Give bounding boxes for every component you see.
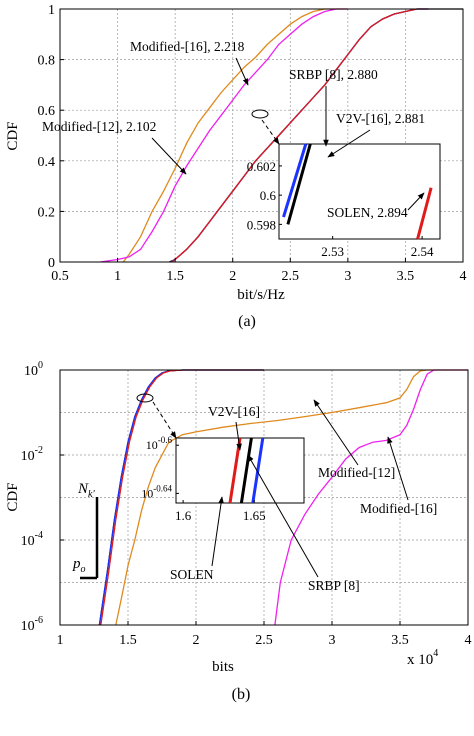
- y-tick-label: 10-4: [21, 530, 43, 549]
- arrow-modified-12-b: [313, 399, 359, 466]
- inset-ticks-b: 1.6 1.65 10-0.6 10-0.64: [141, 435, 265, 523]
- arrow-solen-a: [407, 192, 425, 211]
- arrow-modified-16-b: [387, 436, 409, 501]
- label-v2v-b: V2V-[16]: [208, 404, 260, 419]
- x-tick-label: 1: [57, 633, 64, 648]
- inset-x-tick-label: 2.54: [411, 244, 434, 259]
- series-line-orange: [122, 8, 348, 263]
- label-nk: Nk': [77, 481, 95, 500]
- x-tick-label: 2.5: [255, 633, 273, 648]
- x-multiplier-base: x 10: [407, 652, 433, 668]
- inset-y-tick-label: 0.598: [247, 217, 276, 232]
- label-srbp-a: SRBP [8], 2.880: [289, 67, 378, 82]
- x-tick-label: 4: [460, 269, 467, 284]
- x-axis-label-a: bit/s/Hz: [237, 287, 285, 303]
- inset-ticks-a: 2.53 2.54 0.598 0.6 0.602: [247, 159, 434, 259]
- y-tick-label: 10-2: [21, 445, 43, 464]
- inset-series-group-a: [282, 143, 433, 240]
- arrow-solen-b: [211, 496, 224, 567]
- x-tick-label: 3.5: [391, 633, 409, 648]
- label-modified-12-a: Modified-[12], 2.102: [42, 119, 156, 134]
- inset-series-line-red: [416, 187, 433, 240]
- label-srbp-b: SRBP [8]: [308, 578, 360, 593]
- label-solen-b: SOLEN: [170, 567, 214, 582]
- inset-series-line-blue: [251, 437, 265, 504]
- inset-series-line-blue: [282, 143, 308, 218]
- series-line-magenta: [100, 8, 348, 263]
- label-solen-a: SOLEN, 2.894: [327, 205, 408, 220]
- y-tick-label: 1: [48, 3, 55, 18]
- series-line-magenta: [274, 369, 468, 626]
- label-nk-sub: k': [88, 489, 95, 500]
- inset-y-tick-label: 10-0.6: [146, 435, 173, 452]
- inset-frame-a: [278, 143, 441, 240]
- label-modified-16-a: Modified-[16], 2.218: [130, 39, 245, 54]
- x-tick-label: 1.5: [166, 269, 184, 284]
- label-nk-main: N: [77, 481, 89, 497]
- x-tick-label: 0.5: [51, 269, 69, 284]
- inset-x-tick-label: 2.53: [321, 244, 344, 259]
- label-po-sub: o: [81, 564, 86, 575]
- arrow-srbp-b: [247, 454, 319, 578]
- y-tick-label: 0.2: [38, 205, 56, 220]
- ticks-b: 1 1.5 2 2.5 3 3.5 4 100 10-2 10-4 10-6: [21, 360, 472, 648]
- series-group-a: [100, 8, 463, 263]
- x-tick-label: 3.5: [397, 269, 415, 284]
- panel-label-a: (a): [238, 313, 256, 330]
- ticks-a: 0.5 1 1.5 2 2.5 3 3.5 400.20.40.60.81: [38, 3, 467, 284]
- panel-a: 0.5 1 1.5 2 2.5 3 3.5 400.20.40.60.81 bit/s/Hz …: [5, 3, 467, 330]
- inset-y-tick-label: 0.6: [260, 188, 277, 203]
- zoom-marker-b: [136, 393, 154, 403]
- y-tick-label: 0.4: [38, 155, 56, 170]
- y-tick-label: 0.8: [38, 54, 56, 69]
- inset-a: 2.53 2.54 0.598 0.6 0.602: [247, 143, 441, 259]
- y-axis-label-a: CDF: [5, 121, 21, 150]
- arrow-v2v-b: [235, 421, 242, 451]
- plot-frame-a: [59, 8, 464, 263]
- grid-b: [60, 370, 468, 625]
- inset-series-line-black: [239, 437, 253, 504]
- label-modified-12-b: Modified-[12]: [318, 465, 395, 480]
- inset-series-line-black: [286, 143, 312, 225]
- label-po: po: [72, 556, 86, 575]
- series-line-red: [171, 8, 429, 263]
- inset-x-tick-label: 1.6: [175, 508, 192, 523]
- inset-y-tick-label: 0.602: [247, 159, 276, 174]
- x-tick-label: 2: [193, 633, 200, 648]
- y-tick-label: 10-6: [21, 615, 43, 634]
- label-po-main: p: [72, 556, 81, 572]
- y-axis-label-b: CDF: [5, 482, 21, 511]
- x-multiplier-b: x 104: [407, 648, 438, 668]
- series-line-orange: [115, 369, 468, 626]
- y-tick-label: 0.6: [38, 104, 56, 119]
- label-modified-16-b: Modified-[16]: [360, 501, 437, 516]
- arrow-v2v-a: [327, 129, 371, 158]
- x-tick-label: 2.5: [282, 269, 300, 284]
- label-v2v-a: V2V-[16], 2.881: [336, 111, 425, 126]
- arrow-modified-16-a: [235, 57, 249, 86]
- x-tick-label: 3: [344, 269, 351, 284]
- x-axis-label-b: bits: [212, 659, 234, 675]
- x-tick-label: 4: [465, 633, 472, 648]
- y-tick-label: 0: [48, 256, 55, 271]
- arrow-modified-12-a: [151, 137, 187, 175]
- y-tick-label: 100: [24, 360, 43, 379]
- x-tick-label: 1: [114, 269, 121, 284]
- x-tick-label: 2: [229, 269, 236, 284]
- inset-x-tick-label: 1.65: [243, 508, 266, 523]
- panel-label-b: (b): [232, 686, 251, 703]
- zoom-arrow-b: [152, 401, 177, 439]
- x-tick-label: 1.5: [119, 633, 137, 648]
- zoom-arrow-a: [261, 119, 280, 145]
- x-tick-label: 3: [329, 633, 336, 648]
- zoom-marker-a: [251, 109, 269, 119]
- x-multiplier-exponent: 4: [433, 648, 438, 659]
- inset-y-tick-label: 10-0.64: [141, 483, 172, 500]
